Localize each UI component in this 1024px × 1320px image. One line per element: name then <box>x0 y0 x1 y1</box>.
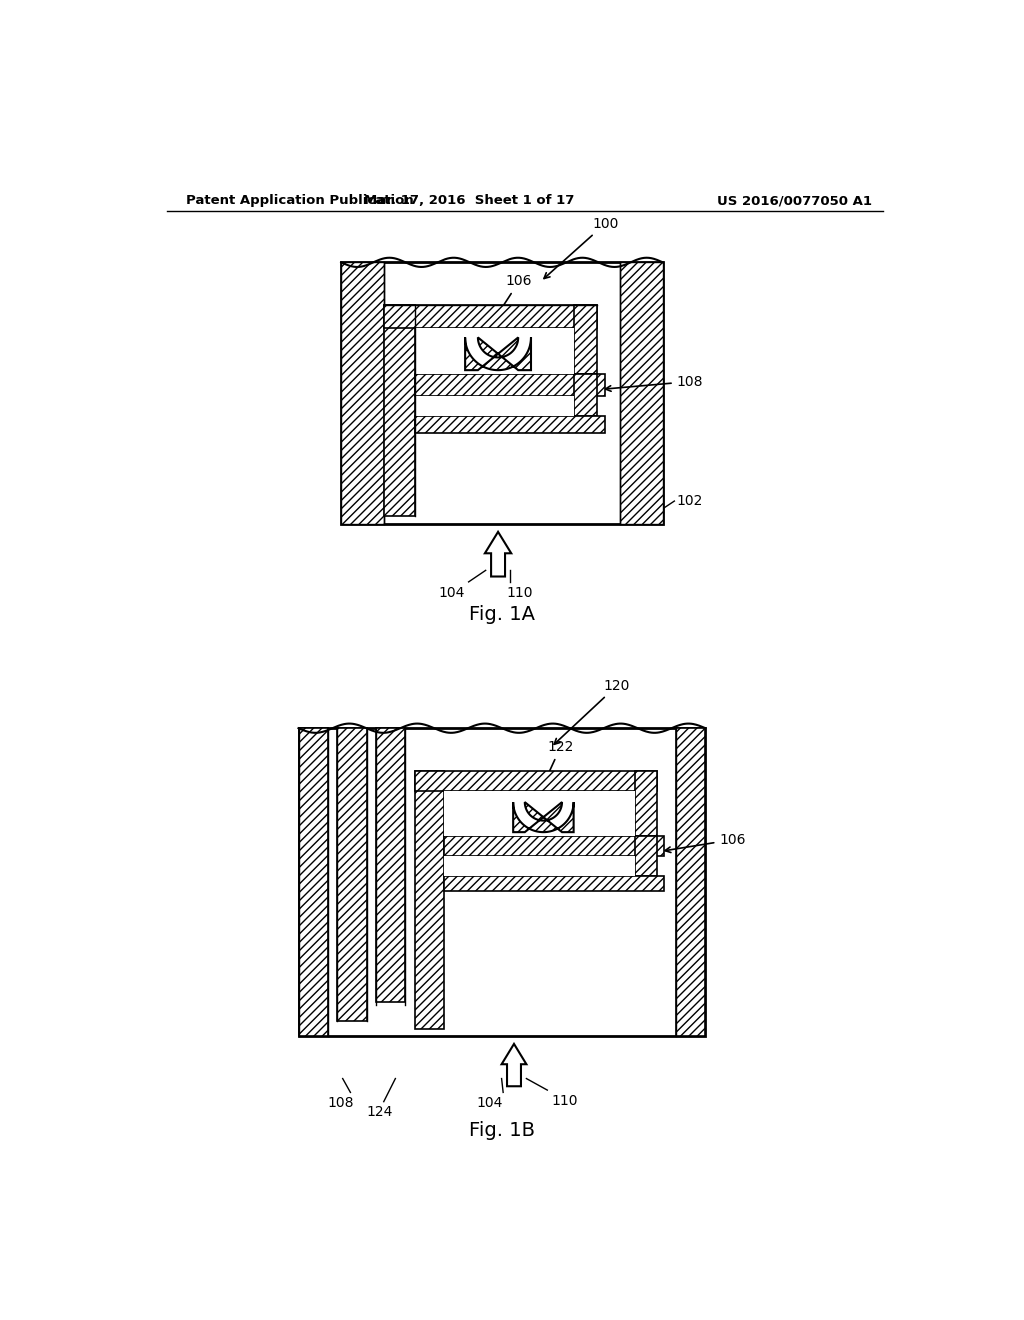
Text: 108: 108 <box>605 375 703 391</box>
Text: 104: 104 <box>476 1096 503 1110</box>
Text: 106: 106 <box>665 833 745 853</box>
Text: Mar. 17, 2016  Sheet 1 of 17: Mar. 17, 2016 Sheet 1 of 17 <box>364 194 574 207</box>
Bar <box>384 305 415 516</box>
Bar <box>415 771 656 791</box>
Text: 110: 110 <box>507 586 534 599</box>
Text: 106: 106 <box>489 275 532 327</box>
Bar <box>676 729 706 1036</box>
Bar <box>376 729 406 1002</box>
Bar <box>635 836 656 876</box>
Text: 108: 108 <box>328 1096 354 1110</box>
Text: 110: 110 <box>551 1094 578 1107</box>
Bar <box>444 876 665 891</box>
Text: Patent Application Publication: Patent Application Publication <box>186 194 414 207</box>
Text: 124: 124 <box>367 1106 393 1119</box>
Polygon shape <box>513 803 573 832</box>
Bar <box>299 729 328 1036</box>
Bar <box>415 771 444 1028</box>
Text: US 2016/0077050 A1: US 2016/0077050 A1 <box>717 194 872 207</box>
Bar <box>299 729 706 1036</box>
Text: Fig. 1A: Fig. 1A <box>469 605 535 624</box>
Text: Fig. 1B: Fig. 1B <box>469 1121 535 1140</box>
Bar <box>384 305 597 327</box>
Text: 100: 100 <box>544 216 618 279</box>
Bar <box>444 791 635 836</box>
Bar <box>415 374 604 396</box>
Bar <box>341 263 384 524</box>
Bar <box>444 836 665 855</box>
Bar <box>444 855 635 876</box>
Bar <box>415 416 604 433</box>
Text: 120: 120 <box>554 678 630 744</box>
Bar <box>337 729 367 1020</box>
Bar <box>415 327 573 374</box>
Text: 104: 104 <box>438 586 465 599</box>
Bar <box>621 263 663 524</box>
Bar <box>415 396 573 416</box>
Polygon shape <box>485 532 511 577</box>
Bar <box>573 305 597 374</box>
Polygon shape <box>502 1044 526 1086</box>
Bar <box>341 263 663 524</box>
Text: 122: 122 <box>538 741 573 797</box>
Bar <box>635 771 656 836</box>
Polygon shape <box>465 338 531 370</box>
Text: 102: 102 <box>677 494 703 508</box>
Bar <box>573 374 597 416</box>
